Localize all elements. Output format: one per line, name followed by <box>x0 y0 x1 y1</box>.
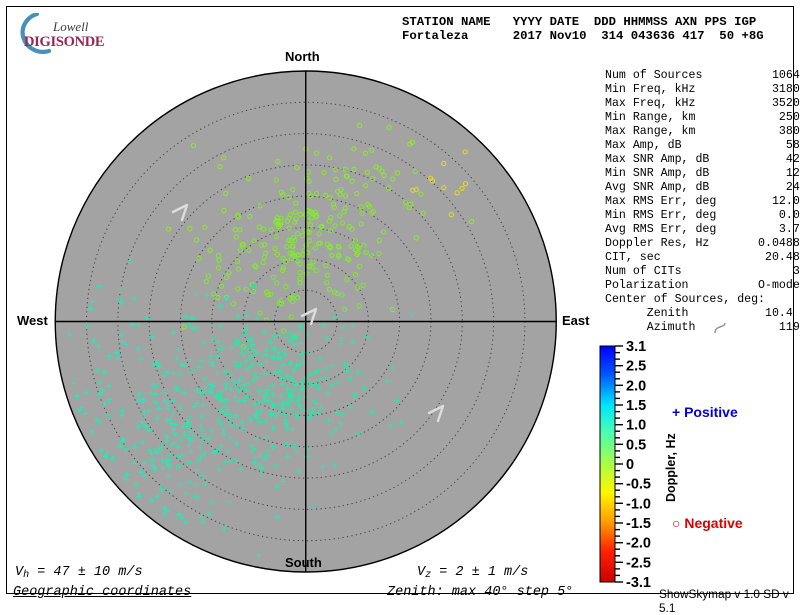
svg-text:-0.5: -0.5 <box>626 477 651 493</box>
svg-text:2.0: 2.0 <box>626 378 646 394</box>
svg-text:-1.5: -1.5 <box>626 516 651 532</box>
svg-text:-1.0: -1.0 <box>626 496 651 512</box>
svg-text:1.0: 1.0 <box>626 418 646 434</box>
svg-text:2.5: 2.5 <box>626 359 646 375</box>
svg-text:-2.5: -2.5 <box>626 555 651 571</box>
svg-text:1.5: 1.5 <box>626 398 646 414</box>
svg-text:0: 0 <box>626 457 634 473</box>
svg-text:-3.1: -3.1 <box>626 575 651 590</box>
svg-text:-2.0: -2.0 <box>626 536 651 552</box>
svg-text:3.1: 3.1 <box>626 340 646 355</box>
svg-text:0.5: 0.5 <box>626 437 646 453</box>
